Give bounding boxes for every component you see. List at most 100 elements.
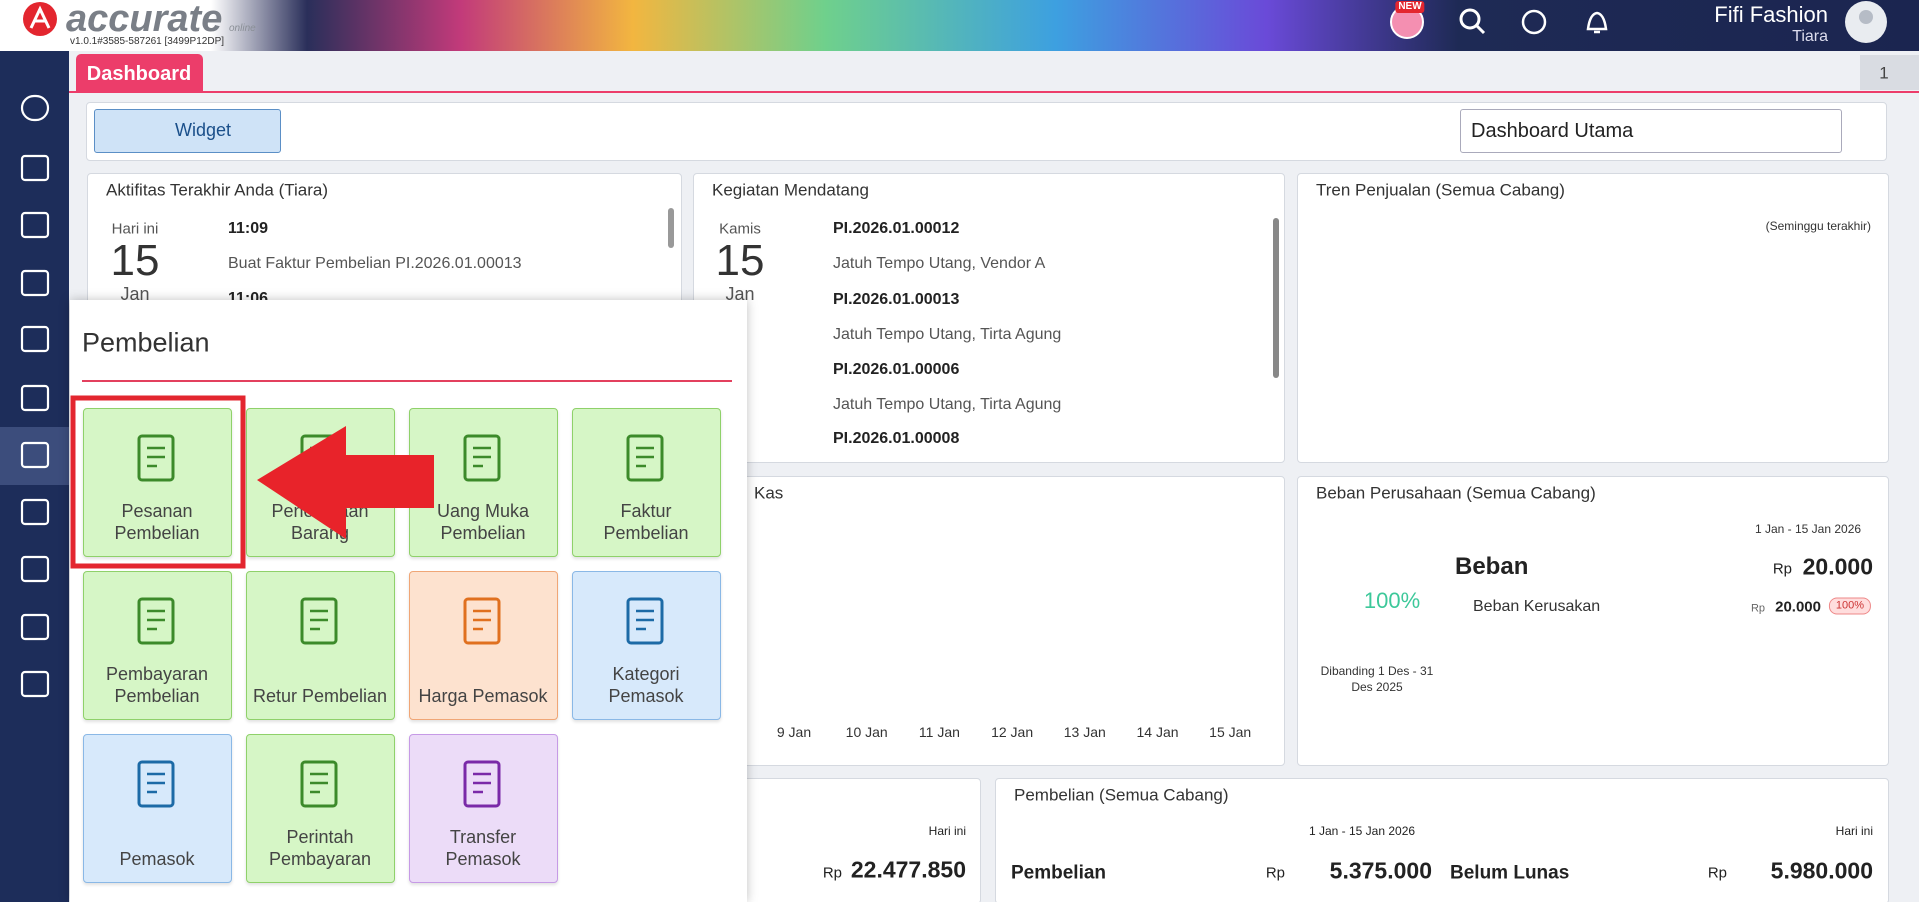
expense-label: Beban bbox=[1455, 555, 1528, 579]
expense-percent: 100% bbox=[1364, 590, 1420, 612]
upcoming-code: PI.2026.01.00012 bbox=[833, 221, 959, 237]
upcoming-code: PI.2026.01.00008 bbox=[833, 431, 959, 447]
new-badge: NEW bbox=[1395, 1, 1424, 13]
cash-x-label: 11 Jan bbox=[919, 725, 960, 739]
cash-x-label: 12 Jan bbox=[991, 725, 1033, 739]
menu-tile-label[interactable]: Pembelian bbox=[114, 524, 199, 542]
tab-label[interactable]: Dashboard bbox=[87, 64, 191, 84]
menu-tile-label[interactable]: Kategori bbox=[612, 665, 679, 683]
upcoming-text: Jatuh Tempo Utang, Tirta Agung bbox=[833, 397, 1061, 413]
expense-widget-title: Beban Perusahaan (Semua Cabang) bbox=[1316, 485, 1596, 502]
cash-title: Kas bbox=[754, 485, 783, 502]
menu-tile-label[interactable]: Pembelian bbox=[440, 524, 525, 542]
sidebar-icon bbox=[22, 557, 48, 581]
logo-sub: online bbox=[229, 24, 256, 34]
expense-total: 20.000 bbox=[1803, 556, 1873, 579]
upcoming-day: Kamis bbox=[719, 222, 761, 237]
cash-x-label: 14 Jan bbox=[1136, 725, 1178, 739]
menu-tile-label[interactable]: Barang bbox=[291, 524, 349, 542]
expense-item-name: Beban Kerusakan bbox=[1473, 599, 1600, 615]
cash-widget bbox=[693, 476, 1285, 766]
scrollbar bbox=[668, 208, 674, 248]
balance-period: Hari ini bbox=[929, 825, 966, 837]
menu-tile-label[interactable]: Pembelian bbox=[114, 687, 199, 705]
upcoming-text: Jatuh Tempo Utang, Vendor A bbox=[833, 256, 1045, 272]
purchases-widget-title: Pembelian (Semua Cabang) bbox=[1014, 787, 1229, 804]
balance-amount: 22.477.850 bbox=[851, 859, 966, 882]
menu-title-line bbox=[82, 380, 732, 382]
activity-day: Hari ini bbox=[112, 222, 159, 237]
tab-line bbox=[69, 91, 1919, 93]
sidebar-icon bbox=[22, 443, 48, 467]
expense-compare: Dibanding 1 Des - 31 Des 2025 bbox=[1315, 663, 1440, 695]
sidebar-icon bbox=[22, 96, 48, 120]
bell-icon bbox=[1588, 13, 1606, 32]
search-handle bbox=[1477, 26, 1484, 33]
menu-tile-label[interactable]: Harga Pemasok bbox=[418, 687, 547, 705]
purchases-currency: Rp bbox=[1266, 866, 1285, 881]
tab-count-box[interactable] bbox=[1860, 55, 1919, 90]
upcoming-text: Jatuh Tempo Utang, Tirta Agung bbox=[833, 327, 1061, 343]
activity-text: Buat Faktur Pembelian PI.2026.01.00013 bbox=[228, 256, 522, 272]
expense-item-amount: 20.000 bbox=[1775, 600, 1821, 615]
menu-title: Pembelian bbox=[82, 330, 210, 357]
sidebar-icon bbox=[22, 271, 48, 295]
activity-date: 15 bbox=[111, 239, 160, 283]
activity-widget-title: Aktifitas Terakhir Anda (Tiara) bbox=[106, 182, 328, 199]
scrollbar bbox=[1273, 218, 1279, 378]
menu-tile-label[interactable]: Penerimaan bbox=[271, 502, 368, 520]
purchases-label2: Belum Lunas bbox=[1450, 864, 1569, 883]
purchases-currency2: Rp bbox=[1708, 866, 1727, 881]
tab-count[interactable]: 1 bbox=[1879, 65, 1888, 82]
menu-tile-label[interactable]: Transfer bbox=[450, 828, 516, 846]
menu-tile-label[interactable]: Uang Muka bbox=[437, 502, 529, 520]
sidebar-icon bbox=[22, 213, 48, 237]
menu-tile-label[interactable]: Pemasok bbox=[445, 850, 520, 868]
version: v1.0.1#3585-587261 [3499P12DP] bbox=[70, 37, 224, 47]
upcoming-code: PI.2026.01.00006 bbox=[833, 362, 959, 378]
user: Tiara bbox=[1792, 29, 1828, 45]
menu-tile-label[interactable]: Faktur bbox=[620, 502, 671, 520]
dashboard-select-label[interactable]: Dashboard Utama bbox=[1471, 121, 1633, 141]
purchases-period: 1 Jan - 15 Jan 2026 bbox=[1309, 825, 1415, 837]
logo-text: accurate bbox=[66, 0, 222, 38]
menu-tile-label[interactable]: Pemasok bbox=[119, 850, 194, 868]
menu-tile-label[interactable]: Pembayaran bbox=[269, 850, 371, 868]
menu-tile-label[interactable]: Perintah bbox=[286, 828, 353, 846]
upcoming-date: 15 bbox=[716, 239, 765, 283]
sidebar-icon bbox=[22, 156, 48, 180]
sidebar-icon bbox=[22, 615, 48, 639]
help-icon bbox=[1523, 11, 1545, 33]
purchases-amount: 5.375.000 bbox=[1330, 860, 1432, 883]
sidebar-icon bbox=[22, 327, 48, 351]
menu-tile-label[interactable]: Pemasok bbox=[608, 687, 683, 705]
upcoming-widget-title: Kegiatan Mendatang bbox=[712, 182, 869, 199]
expense-widget bbox=[1297, 476, 1889, 766]
cash-x-label: 13 Jan bbox=[1064, 725, 1106, 739]
purchases-label: Pembelian bbox=[1011, 864, 1106, 883]
cash-x-label: 15 Jan bbox=[1209, 725, 1251, 739]
menu-tile-label[interactable]: Pesanan bbox=[121, 502, 192, 520]
widget-label[interactable]: Widget bbox=[175, 121, 231, 139]
upcoming-code: PI.2026.01.00013 bbox=[833, 292, 959, 308]
chart-subtitle: (Seminggu terakhir) bbox=[1766, 220, 1871, 232]
expense-period: 1 Jan - 15 Jan 2026 bbox=[1755, 523, 1861, 535]
trend-widget-title: Tren Penjualan (Semua Cabang) bbox=[1316, 182, 1565, 199]
expense-currency: Rp bbox=[1773, 562, 1792, 577]
sidebar-icon bbox=[22, 672, 48, 696]
expense-item-currency: Rp bbox=[1751, 604, 1765, 615]
cash-x-label: 10 Jan bbox=[846, 725, 888, 739]
menu-tile-label[interactable]: Pembayaran bbox=[106, 665, 208, 683]
trend-widget bbox=[1297, 173, 1889, 463]
cash-x-label: 9 Jan bbox=[777, 725, 811, 739]
balance-currency: Rp bbox=[823, 866, 842, 881]
menu-tile-label[interactable]: Pembelian bbox=[603, 524, 688, 542]
avatar-head bbox=[1859, 10, 1873, 24]
expense-item-pct: 100% bbox=[1829, 598, 1871, 615]
sidebar-icon bbox=[22, 386, 48, 410]
search-icon bbox=[1461, 10, 1479, 28]
sidebar-icon bbox=[22, 500, 48, 524]
company: Fifi Fashion bbox=[1714, 4, 1828, 26]
menu-tile-label[interactable]: Retur Pembelian bbox=[253, 687, 387, 705]
